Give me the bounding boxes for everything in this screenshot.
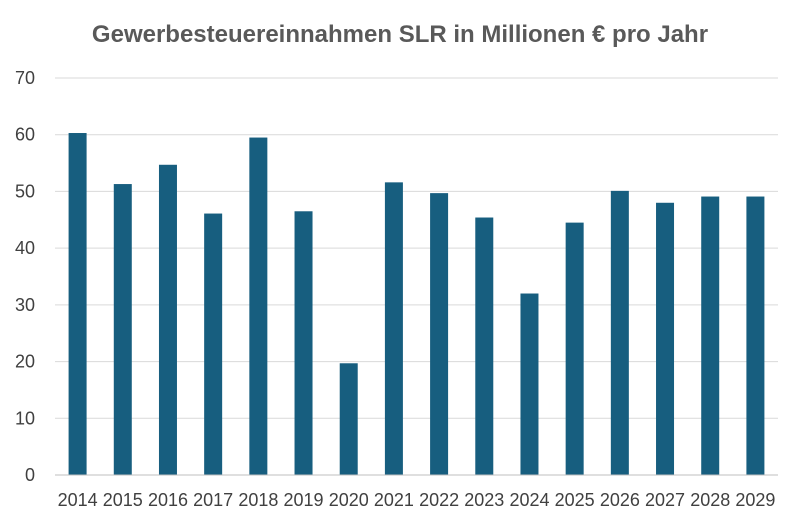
y-tick-label: 10 — [15, 408, 35, 428]
x-tick-label: 2026 — [600, 490, 640, 510]
bar-2025 — [565, 222, 584, 475]
x-tick-label: 2023 — [464, 490, 504, 510]
bar-2026 — [610, 190, 629, 475]
x-tick-label: 2016 — [148, 490, 188, 510]
x-tick-label: 2025 — [555, 490, 595, 510]
bar-2029 — [746, 196, 765, 476]
bar-2024 — [520, 293, 539, 475]
bar-2016 — [158, 164, 177, 475]
y-tick-label: 70 — [15, 68, 35, 88]
bar-2014 — [68, 133, 87, 475]
x-tick-label: 2018 — [238, 490, 278, 510]
y-tick-label: 0 — [25, 465, 35, 485]
y-tick-label: 30 — [15, 295, 35, 315]
bar-2027 — [656, 202, 675, 475]
x-tick-label: 2021 — [374, 490, 414, 510]
x-tick-label: 2019 — [284, 490, 324, 510]
x-tick-label: 2017 — [193, 490, 233, 510]
bar-2020 — [339, 363, 358, 475]
bars — [68, 133, 765, 476]
y-axis-ticks: 0 10 20 30 40 50 60 70 — [15, 68, 35, 485]
bar-2021 — [384, 182, 403, 475]
x-tick-label: 2020 — [329, 490, 369, 510]
y-tick-label: 50 — [15, 181, 35, 201]
chart-title: Gewerbesteuereinnahmen SLR in Millionen … — [92, 21, 708, 48]
x-tick-label: 2014 — [58, 490, 98, 510]
x-tick-label: 2028 — [690, 490, 730, 510]
x-tick-label: 2027 — [645, 490, 685, 510]
x-tick-label: 2022 — [419, 490, 459, 510]
bar-2018 — [249, 137, 268, 476]
x-tick-label: 2029 — [735, 490, 775, 510]
y-tick-label: 40 — [15, 238, 35, 258]
bar-2028 — [701, 196, 720, 476]
y-tick-label: 60 — [15, 125, 35, 145]
bar-2023 — [475, 217, 494, 475]
x-tick-label: 2015 — [103, 490, 143, 510]
bar-2019 — [294, 211, 313, 475]
x-axis-ticks: 2014 2015 2016 2017 2018 2019 2020 2021 2022 2023… — [58, 490, 776, 510]
bar-2017 — [204, 213, 223, 475]
bar-2015 — [113, 184, 132, 475]
y-tick-label: 20 — [15, 352, 35, 372]
x-tick-label: 2024 — [509, 490, 549, 510]
bar-2022 — [430, 193, 449, 475]
